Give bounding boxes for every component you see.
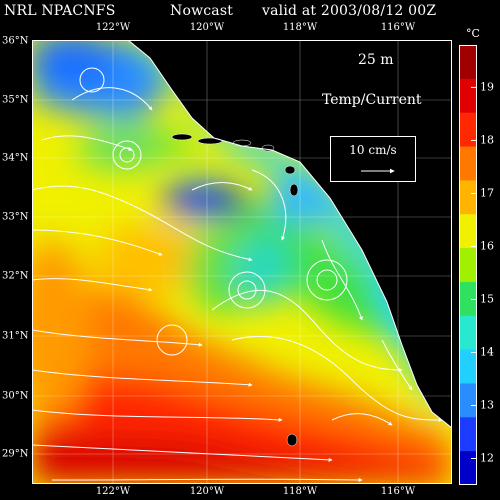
colorbar-segment — [459, 78, 477, 114]
colorbar-segment — [459, 248, 477, 283]
reference-vector-arrow — [361, 168, 395, 174]
lon-bottom-label-2: 118°W — [282, 486, 318, 497]
lat-label-5: 31°N — [2, 330, 29, 342]
model-title: NRL NPACNFS — [4, 3, 116, 19]
colorbar-segment — [459, 45, 477, 80]
lon-bottom-label-1: 120°W — [189, 486, 225, 497]
coastline — [127, 40, 452, 429]
product-title: Nowcast — [170, 3, 234, 19]
lon-top-label-2: 118°W — [282, 22, 318, 33]
colorbar-tick-label: 15 — [480, 292, 494, 306]
colorbar-segment — [459, 349, 477, 384]
colorbar-tick-label: 19 — [480, 80, 494, 94]
lat-label-1: 35°N — [2, 94, 29, 106]
lat-label-3: 33°N — [2, 211, 29, 223]
colorbar-tick-label: 17 — [480, 186, 494, 200]
lat-label-4: 32°N — [2, 270, 29, 282]
colorbar-tick-label: 14 — [480, 345, 494, 359]
colorbar-segment — [459, 281, 477, 317]
reference-vector-label: 10 cm/s — [349, 143, 397, 157]
lon-bottom-label-0: 122°W — [95, 486, 131, 497]
lat-label-6: 30°N — [2, 390, 29, 402]
lon-bottom-label-3: 116°W — [380, 486, 416, 497]
map-frame — [32, 40, 452, 484]
colorbar-tick-label: 13 — [480, 398, 494, 412]
colorbar-tick-label: 12 — [480, 451, 494, 465]
colorbar-segment — [459, 451, 477, 485]
colorbar-segment — [459, 180, 477, 215]
colorbar-segment — [459, 417, 477, 452]
temperature-colorbar — [459, 45, 477, 485]
lat-label-7: 29°N — [2, 448, 29, 460]
graticule — [32, 40, 452, 484]
colorbar-segment — [459, 112, 477, 148]
reference-vector-box: 10 cm/s — [330, 136, 416, 182]
depth-label: 25 m — [358, 52, 394, 68]
colorbar-segment — [459, 315, 477, 351]
lon-top-label-1: 120°W — [189, 22, 225, 33]
valid-time: valid at 2003/08/12 00Z — [262, 3, 437, 19]
colorbar-unit: °C — [466, 27, 480, 40]
lat-label-0: 36°N — [2, 35, 29, 47]
lat-label-2: 34°N — [2, 152, 29, 164]
colorbar-segment — [459, 214, 477, 249]
variable-label: Temp/Current — [322, 92, 422, 108]
temperature-current-map — [32, 40, 452, 484]
lon-top-label-3: 116°W — [380, 22, 416, 33]
lon-top-label-0: 122°W — [95, 22, 131, 33]
current-streamlines — [32, 67, 443, 482]
colorbar-tick-label: 16 — [480, 239, 494, 253]
colorbar-segment — [459, 383, 477, 418]
colorbar-segment — [459, 146, 477, 181]
colorbar-tick-label: 18 — [480, 133, 494, 147]
